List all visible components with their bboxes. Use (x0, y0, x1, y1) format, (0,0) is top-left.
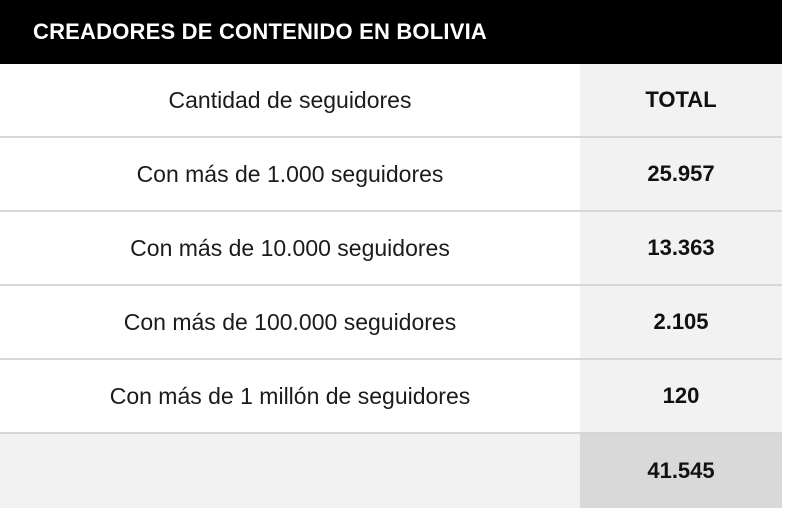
row-value: 13.363 (580, 212, 782, 286)
row-label: Con más de 1 millón de seguidores (0, 360, 580, 434)
row-value: 120 (580, 360, 782, 434)
followers-table: CREADORES DE CONTENIDO EN BOLIVIA Cantid… (0, 0, 782, 508)
table-row: Con más de 1 millón de seguidores 120 (0, 360, 782, 434)
table-total-row: 41.545 (0, 434, 782, 508)
row-value: 25.957 (580, 138, 782, 212)
row-label: Con más de 10.000 seguidores (0, 212, 580, 286)
header-label: Cantidad de seguidores (0, 64, 580, 138)
table-row: Con más de 100.000 seguidores 2.105 (0, 286, 782, 360)
table-title: CREADORES DE CONTENIDO EN BOLIVIA (0, 0, 782, 64)
table-row: Con más de 10.000 seguidores 13.363 (0, 212, 782, 286)
row-label: Con más de 1.000 seguidores (0, 138, 580, 212)
header-value: TOTAL (580, 64, 782, 138)
total-label (0, 434, 580, 508)
row-label: Con más de 100.000 seguidores (0, 286, 580, 360)
table-header-row: Cantidad de seguidores TOTAL (0, 64, 782, 138)
total-value: 41.545 (580, 434, 782, 508)
table-row: Con más de 1.000 seguidores 25.957 (0, 138, 782, 212)
row-value: 2.105 (580, 286, 782, 360)
